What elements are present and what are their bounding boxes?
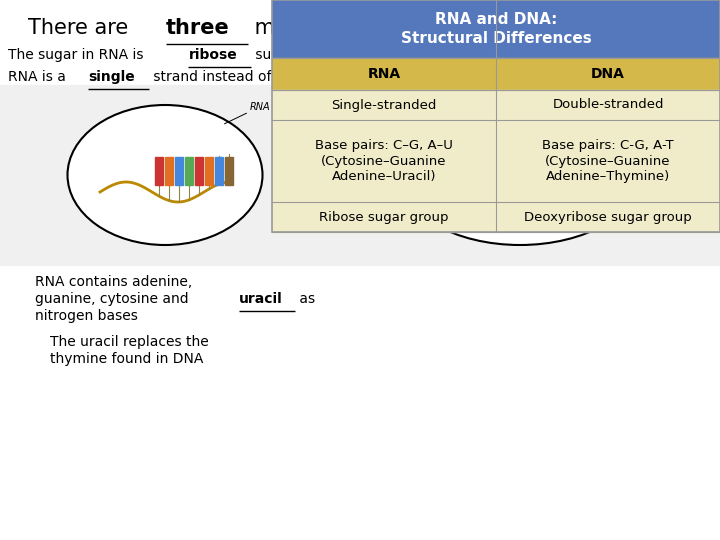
Text: Base pairs: C-G, A-T
(Cytosine–Guanine
Adenine–Thymine): Base pairs: C-G, A-T (Cytosine–Guanine A… bbox=[542, 139, 674, 183]
Bar bbox=[564, 154, 577, 192]
Text: ribose: ribose bbox=[189, 48, 237, 62]
Bar bbox=[484, 154, 497, 192]
Bar bbox=[272, 202, 720, 232]
Ellipse shape bbox=[400, 105, 640, 245]
Bar bbox=[516, 154, 529, 192]
Text: Single-stranded: Single-stranded bbox=[331, 98, 437, 111]
Bar bbox=[185, 157, 193, 185]
Bar bbox=[195, 157, 203, 185]
Bar bbox=[0, 85, 720, 265]
Text: DNA: DNA bbox=[398, 132, 419, 142]
Bar bbox=[215, 157, 223, 185]
Text: guanine, cytosine and: guanine, cytosine and bbox=[35, 292, 193, 306]
Text: RNA is a: RNA is a bbox=[8, 70, 71, 84]
Text: The sugar in RNA is: The sugar in RNA is bbox=[8, 48, 148, 62]
Bar bbox=[155, 157, 163, 185]
Text: thymine found in DNA: thymine found in DNA bbox=[50, 352, 203, 366]
Bar bbox=[272, 0, 720, 232]
Text: RNA: RNA bbox=[367, 67, 400, 81]
Text: The uracil replaces the: The uracil replaces the bbox=[50, 335, 209, 349]
Text: Double-stranded: Double-stranded bbox=[552, 98, 664, 111]
Bar bbox=[272, 90, 720, 120]
Bar bbox=[272, 0, 720, 58]
Bar bbox=[225, 157, 233, 185]
Text: There are: There are bbox=[28, 18, 135, 38]
Text: sugar instead of deoxyribose in DNA: sugar instead of deoxyribose in DNA bbox=[251, 48, 509, 62]
Bar bbox=[532, 154, 545, 192]
Text: Deoxyribose sugar group: Deoxyribose sugar group bbox=[524, 211, 692, 224]
Bar bbox=[500, 154, 513, 192]
Text: single: single bbox=[89, 70, 135, 84]
Text: Ribose sugar group: Ribose sugar group bbox=[319, 211, 449, 224]
Bar bbox=[548, 154, 561, 192]
Bar bbox=[205, 157, 213, 185]
Bar bbox=[272, 58, 720, 90]
Ellipse shape bbox=[68, 105, 263, 245]
Text: RNA: RNA bbox=[250, 102, 271, 112]
Text: three: three bbox=[166, 18, 230, 38]
Text: RNA and DNA:
Structural Differences: RNA and DNA: Structural Differences bbox=[400, 12, 591, 46]
Bar bbox=[175, 157, 183, 185]
Text: RNA contains adenine,: RNA contains adenine, bbox=[35, 275, 192, 289]
Text: uracil: uracil bbox=[239, 292, 283, 306]
Text: Base pairs: C–G, A–U
(Cytosine–Guanine
Adenine–Uracil): Base pairs: C–G, A–U (Cytosine–Guanine A… bbox=[315, 139, 453, 183]
Bar bbox=[272, 120, 720, 202]
Text: as: as bbox=[295, 292, 315, 306]
Text: nitrogen bases: nitrogen bases bbox=[35, 309, 138, 323]
Text: strand instead of a double strand in DNA: strand instead of a double strand in DNA bbox=[148, 70, 437, 84]
Bar bbox=[468, 154, 481, 192]
Text: DNA: DNA bbox=[591, 67, 625, 81]
Text: main differences between RNA and DNA: main differences between RNA and DNA bbox=[248, 18, 675, 38]
Bar bbox=[165, 157, 173, 185]
